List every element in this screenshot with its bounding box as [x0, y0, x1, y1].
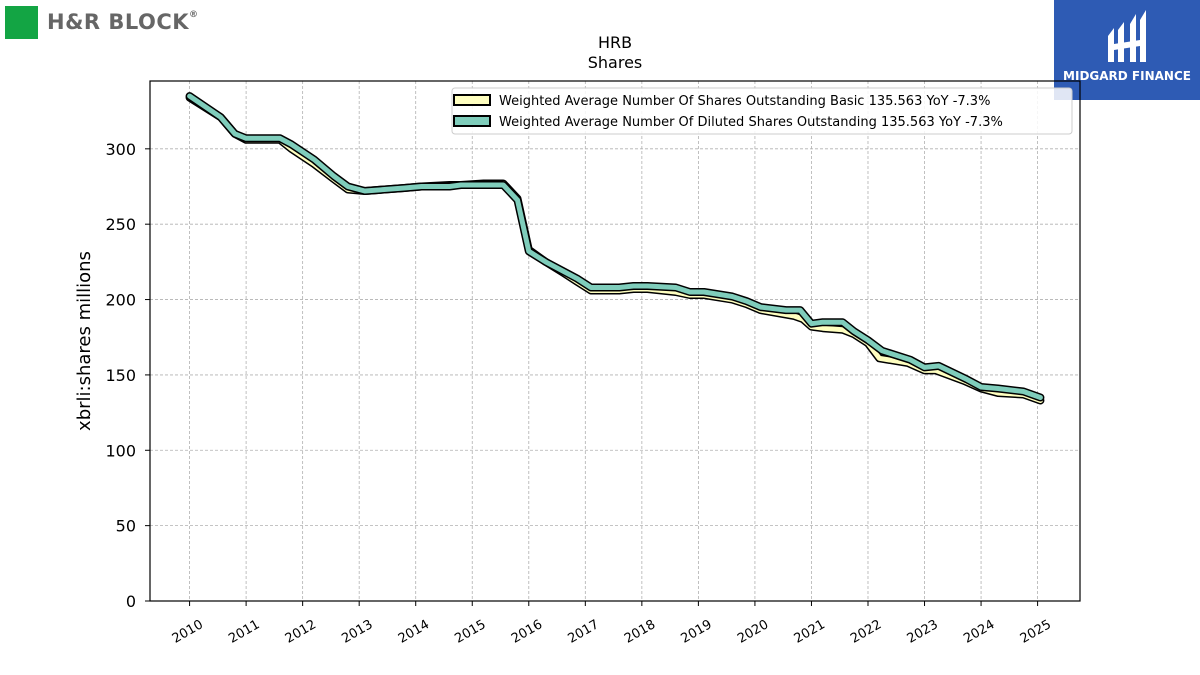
y-tick-label: 250: [105, 215, 136, 234]
series-1-line: [187, 93, 1043, 400]
chart-subtitle: Shares: [588, 53, 643, 72]
x-tick-label: 2012: [283, 617, 319, 647]
y-tick-label: 300: [105, 140, 136, 159]
legend-label-0: Weighted Average Number Of Shares Outsta…: [499, 94, 990, 109]
legend: Weighted Average Number Of Shares Outsta…: [451, 87, 1073, 135]
y-axis-label: xbrli:shares millions: [74, 251, 95, 431]
brand-logo-mark: [5, 5, 38, 39]
legend-label-1: Weighted Average Number Of Diluted Share…: [499, 115, 1003, 130]
x-tick-label: 2011: [226, 617, 262, 647]
grid-lines: [150, 81, 1080, 602]
x-tick-label: 2010: [170, 617, 206, 647]
brand-logo: H&R BLOCK®: [5, 5, 199, 39]
y-tick-label: 100: [105, 441, 136, 460]
series-0-outline: [185, 93, 1045, 405]
x-tick-label: 2022: [848, 617, 884, 647]
chart-title: HRB: [598, 33, 632, 52]
brand-logo-text: H&R BLOCK®: [47, 10, 199, 34]
series-0-line: [187, 95, 1043, 403]
x-tick-label: 2013: [339, 617, 375, 647]
legend-swatch-0: [453, 94, 491, 106]
x-tick-label: 2024: [961, 617, 997, 647]
x-tick-label: 2015: [452, 617, 488, 647]
y-axis: 0 50 100 150 200 250 300: [105, 140, 150, 611]
x-tick-label: 2020: [735, 617, 771, 647]
x-axis: 2010 2011 2012 2013 2014 2015 2016 2017 2018 2019…: [170, 601, 1054, 647]
legend-box: [451, 87, 1073, 135]
y-tick-label: 50: [116, 517, 136, 536]
x-tick-label: 2016: [509, 617, 545, 647]
x-tick-label: 2019: [679, 617, 715, 647]
series-1-outline: [185, 92, 1045, 402]
x-tick-label: 2017: [565, 617, 601, 647]
partner-logo-text: MIDGARD FINANCE: [1063, 69, 1191, 83]
partner-logo: MIDGARD FINANCE: [1054, 0, 1200, 100]
plot-frame: [149, 80, 1081, 602]
y-tick-label: 200: [105, 291, 136, 310]
x-tick-label: 2018: [622, 617, 658, 647]
partner-logo-icon: [1108, 10, 1146, 62]
series-lines: [185, 92, 1045, 405]
x-tick-label: 2014: [396, 617, 432, 647]
y-tick-label: 150: [105, 366, 136, 385]
legend-swatch-1: [453, 115, 491, 127]
x-tick-label: 2021: [792, 617, 828, 647]
y-tick-label: 0: [126, 592, 136, 611]
x-tick-label: 2025: [1018, 617, 1054, 647]
x-tick-label: 2023: [905, 617, 941, 647]
